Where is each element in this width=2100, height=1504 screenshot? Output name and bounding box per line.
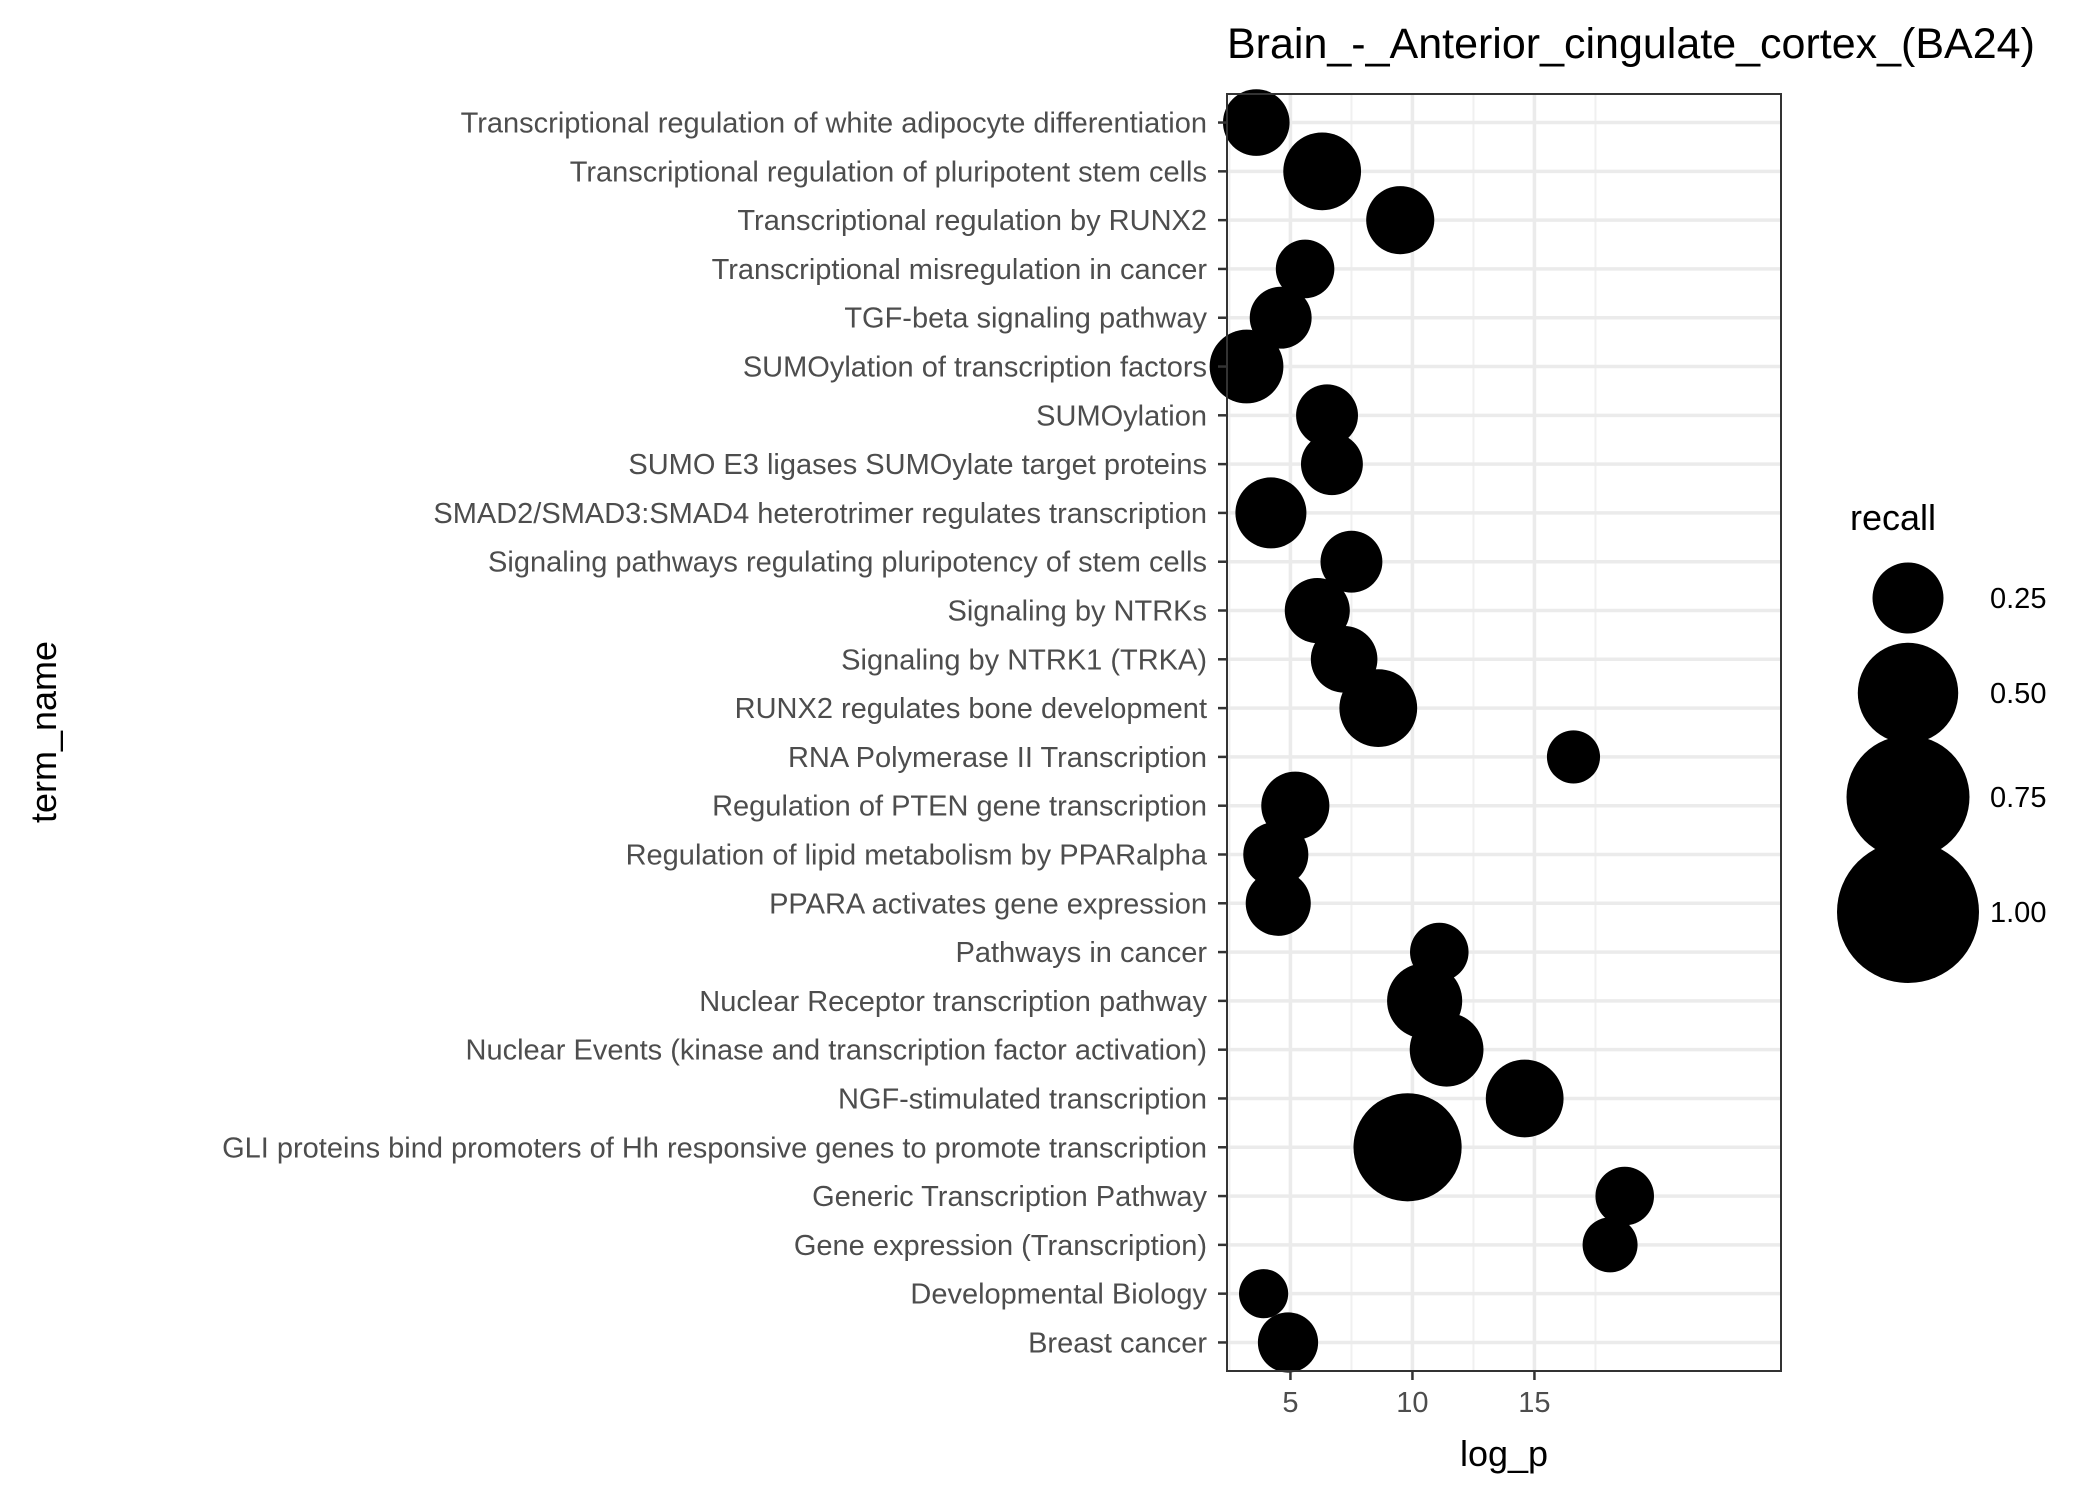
y-tick-label: Developmental Biology	[910, 1279, 1207, 1311]
data-point	[1222, 89, 1290, 156]
chart-title: Brain_-_Anterior_cingulate_cortex_(BA24)	[1227, 20, 2035, 68]
y-tick-label: PPARA activates gene expression	[769, 888, 1207, 920]
y-tick-label: Nuclear Receptor transcription pathway	[699, 986, 1207, 1018]
y-tick-label: Gene expression (Transcription)	[794, 1230, 1207, 1262]
data-point	[1275, 239, 1335, 299]
data-point	[1353, 1093, 1462, 1202]
y-tick-label: GLI proteins bind promoters of Hh respon…	[222, 1132, 1207, 1164]
data-point	[1209, 329, 1284, 404]
data-point	[1320, 530, 1383, 593]
data-point	[1257, 1312, 1319, 1373]
y-tick-label: Signaling by NTRK1 (TRKA)	[841, 644, 1207, 676]
x-tick-label: 15	[1518, 1387, 1550, 1419]
y-tick-label: TGF-beta signaling pathway	[844, 303, 1207, 335]
panel-border	[1226, 93, 1782, 1372]
data-point	[1283, 132, 1362, 211]
legend-key	[1846, 735, 1970, 859]
data-point	[1546, 730, 1601, 784]
data-point	[1366, 186, 1435, 255]
legend-key	[1872, 562, 1944, 634]
data-point	[1409, 1012, 1484, 1087]
y-tick-label: SUMOylation of transcription factors	[743, 352, 1207, 384]
data-point	[1235, 477, 1307, 549]
data-point	[1245, 870, 1311, 936]
y-tick-label: Generic Transcription Pathway	[812, 1181, 1207, 1213]
legend-title: recall	[1850, 497, 1936, 538]
y-tick-label: Transcriptional misregulation in cancer	[712, 254, 1208, 286]
legend-label: 0.50	[1990, 678, 2046, 710]
y-tick-label: Signaling pathways regulating pluripoten…	[488, 547, 1207, 579]
data-point	[1243, 821, 1309, 888]
y-tick-label: SMAD2/SMAD3:SMAD4 heterotrimer regulates…	[433, 498, 1207, 530]
x-tick-label: 5	[1282, 1387, 1298, 1419]
legend-key	[1857, 642, 1959, 744]
data-point	[1284, 577, 1350, 644]
y-tick-label: Transcriptional regulation of white adip…	[461, 108, 1207, 140]
y-tick-label: Transcriptional regulation of pluripoten…	[570, 156, 1207, 188]
y-tick-label: SUMO E3 ligases SUMOylate target protein…	[628, 449, 1207, 481]
y-tick-label: NGF-stimulated transcription	[838, 1083, 1207, 1115]
y-tick-label: RNA Polymerase II Transcription	[788, 742, 1207, 774]
data-point	[1582, 1217, 1638, 1273]
legend-label: 0.75	[1990, 782, 2046, 814]
data-point	[1239, 1269, 1289, 1319]
x-tick-label: 10	[1396, 1387, 1428, 1419]
y-tick-label: Breast cancer	[1028, 1327, 1207, 1359]
legend-key	[1837, 841, 1979, 983]
data-point	[1339, 669, 1418, 747]
x-axis-title: log_p	[1460, 1433, 1548, 1474]
y-tick-label: Regulation of lipid metabolism by PPARal…	[626, 839, 1208, 871]
legend-label: 1.00	[1990, 897, 2046, 929]
legend-label: 0.25	[1990, 583, 2046, 615]
y-tick-label: Pathways in cancer	[956, 937, 1208, 969]
data-point	[1300, 433, 1363, 496]
data-point	[1296, 384, 1358, 447]
plot-panel	[1227, 94, 1781, 1371]
data-point	[1249, 286, 1312, 349]
y-tick-label: Regulation of PTEN gene transcription	[712, 791, 1207, 823]
data-point	[1595, 1166, 1654, 1226]
y-tick-label: Nuclear Events (kinase and transcription…	[466, 1035, 1207, 1067]
y-tick-label: SUMOylation	[1036, 400, 1207, 432]
data-point	[1485, 1059, 1564, 1138]
y-tick-label: Signaling by NTRKs	[948, 596, 1208, 628]
y-axis-title: term_name	[23, 641, 64, 823]
y-tick-label: Transcriptional regulation by RUNX2	[737, 205, 1207, 237]
y-tick-label: RUNX2 regulates bone development	[735, 693, 1207, 725]
